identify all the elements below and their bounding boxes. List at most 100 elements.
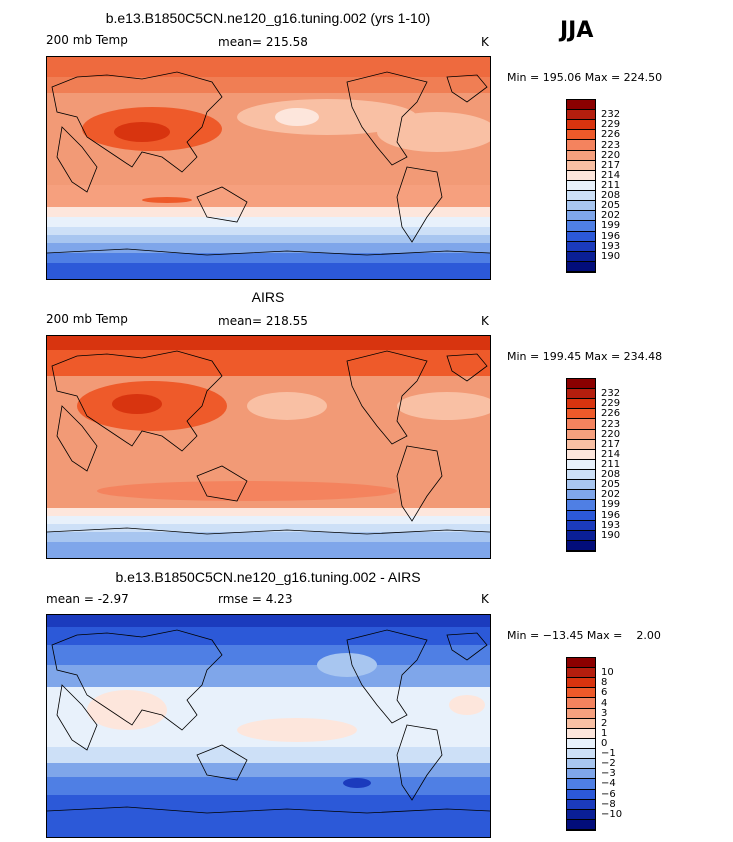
- colorbar-2-swatch: [567, 540, 595, 551]
- season-label: JJA: [560, 18, 594, 43]
- colorbar-1-swatch: [567, 100, 595, 111]
- colorbar-3-swatch: [567, 769, 595, 780]
- colorbar-1-swatch: [567, 251, 595, 262]
- colorbar-2-tick-label: 232: [601, 388, 621, 400]
- panel-1-map: [46, 56, 491, 280]
- colorbar-2-swatch: [567, 480, 595, 491]
- colorbar-2-swatch: [567, 389, 595, 400]
- colorbar-1-tick-label: 202: [601, 210, 621, 222]
- panel-1-title: b.e13.B1850C5CN.ne120_g16.tuning.002 (yr…: [105, 10, 431, 26]
- colorbar-1-swatch: [567, 180, 595, 192]
- colorbar-1-tick-label: 226: [601, 129, 621, 141]
- panel-1-colorbar: 232 229 226 223 220 217 214 211 208 205 202 199 196 1…: [566, 99, 620, 273]
- colorbar-1-tick-label: 205: [601, 200, 621, 212]
- panel-2-colorbar: 232 229 226 223 220 217 214 211 208 205 202 199 196 1…: [566, 378, 620, 552]
- colorbar-3-swatch: [567, 809, 595, 820]
- colorbar-2-swatch: [567, 379, 595, 390]
- colorbar-3-swatch: [567, 819, 595, 830]
- colorbar-1-swatch: [567, 191, 595, 202]
- colorbar-2-tick-label: 190: [601, 529, 621, 541]
- colorbar-3-tick-label: −6: [601, 788, 616, 800]
- colorbar-3-tick-label: 3: [601, 707, 608, 719]
- colorbar-3-swatch: [567, 759, 595, 770]
- colorbar-3-swatch: [567, 779, 595, 790]
- colorbar-2-tick-label: 214: [601, 448, 621, 460]
- panel-3-minmax: Min = −13.45 Max = 2.00: [507, 629, 661, 642]
- colorbar-2-swatch: [567, 439, 595, 450]
- colorbar-1-swatch: [567, 110, 595, 121]
- colorbar-1-swatch: [567, 140, 595, 151]
- colorbar-3-swatch: [567, 668, 595, 679]
- colorbar-1-tick-label: 217: [601, 159, 621, 171]
- colorbar-1-tick-label: 232: [601, 109, 621, 121]
- colorbar-3-swatch: [567, 749, 595, 760]
- colorbar-1-tick-label: 193: [601, 240, 621, 252]
- colorbar-2-swatch: [567, 500, 595, 511]
- colorbar-1-swatch: [567, 261, 595, 272]
- panel-3-map: [46, 614, 491, 838]
- colorbar-3-tick-label: 10: [601, 667, 614, 679]
- colorbar-2-tick-label: 229: [601, 398, 621, 410]
- colorbar-2-tick-label: 220: [601, 428, 621, 440]
- panel-1-mean: mean= 215.58: [218, 35, 308, 49]
- colorbar-2-swatch: [567, 510, 595, 521]
- colorbar-1-swatch: [567, 130, 595, 141]
- colorbar-3-tick-label: 0: [601, 738, 608, 749]
- colorbar-2-tick-label: 193: [601, 519, 621, 531]
- colorbar-1-swatch: [567, 150, 595, 161]
- colorbar-3-tick-label: −8: [601, 798, 616, 810]
- colorbar-3-tick-label: 4: [601, 697, 608, 709]
- panel-3-rmse: rmse = 4.23: [218, 592, 293, 606]
- panel-1-minmax: Min = 195.06 Max = 224.50: [507, 71, 663, 84]
- colorbar-3-swatch: [567, 789, 595, 800]
- colorbar-2-tick-label: 199: [601, 499, 621, 511]
- panel-2-units: K: [481, 314, 489, 328]
- colorbar-3-tick-label: −10: [601, 808, 623, 820]
- colorbar-1-tick-label: 229: [601, 119, 621, 131]
- colorbar-1-swatch: [567, 241, 595, 252]
- panel-3-title: b.e13.B1850C5CN.ne120_g16.tuning.002 - A…: [115, 569, 421, 585]
- colorbar-3-tick-label: −4: [601, 778, 616, 790]
- colorbar-1-tick-label: 220: [601, 149, 621, 161]
- colorbar-3-swatch: [567, 698, 595, 709]
- colorbar-2-swatch: [567, 530, 595, 541]
- colorbar-2-tick-label: 226: [601, 408, 621, 420]
- panel-3-units: K: [481, 592, 489, 606]
- colorbar-1-swatch: [567, 211, 595, 222]
- colorbar-3-tick-label: −1: [601, 748, 616, 760]
- colorbar-2-tick-label: 202: [601, 489, 621, 501]
- colorbar-3-tick-label: −2: [601, 758, 616, 770]
- colorbar-2-swatch: [567, 490, 595, 501]
- colorbar-1-swatch: [567, 201, 595, 212]
- colorbar-3-swatch: [567, 738, 595, 750]
- colorbar-1-swatch: [567, 170, 595, 181]
- panel-3-colorbar: 10 8 6 4 3 2 1 0 −1 −2 −3 −4 −6 −8 −10: [566, 657, 622, 831]
- colorbar-3-tick-label: 8: [601, 677, 608, 689]
- colorbar-3-tick-label: −3: [601, 768, 616, 780]
- colorbar-2-swatch: [567, 399, 595, 410]
- panel-2-mean: mean= 218.55: [218, 314, 308, 328]
- colorbar-1-tick-label: 199: [601, 220, 621, 232]
- panel-1-units: K: [481, 35, 489, 49]
- colorbar-3-swatch: [567, 678, 595, 689]
- colorbar-2-swatch: [567, 409, 595, 420]
- colorbar-3-tick-label: 2: [601, 717, 608, 729]
- colorbar-3-swatch: [567, 799, 595, 810]
- colorbar-1-tick-label: 190: [601, 250, 621, 262]
- colorbar-3-swatch: [567, 728, 595, 739]
- colorbar-2-swatch: [567, 419, 595, 430]
- colorbar-1-tick-label: 196: [601, 230, 621, 242]
- colorbar-2-tick-label: 217: [601, 438, 621, 450]
- colorbar-3-swatch: [567, 718, 595, 729]
- panel-2-title: AIRS: [251, 289, 285, 305]
- colorbar-1-tick-label: 214: [601, 169, 621, 181]
- panel-1-variable: 200 mb Temp: [46, 33, 128, 47]
- panel-2-map: [46, 335, 491, 559]
- colorbar-2-tick-label: 205: [601, 479, 621, 491]
- colorbar-3-tick-label: 1: [601, 727, 608, 739]
- colorbar-2-tick-label: 223: [601, 418, 621, 430]
- panel-2-variable: 200 mb Temp: [46, 312, 128, 326]
- colorbar-1-tick-label: 223: [601, 139, 621, 151]
- colorbar-1-tick-label: 208: [601, 190, 621, 202]
- colorbar-1-swatch: [567, 120, 595, 131]
